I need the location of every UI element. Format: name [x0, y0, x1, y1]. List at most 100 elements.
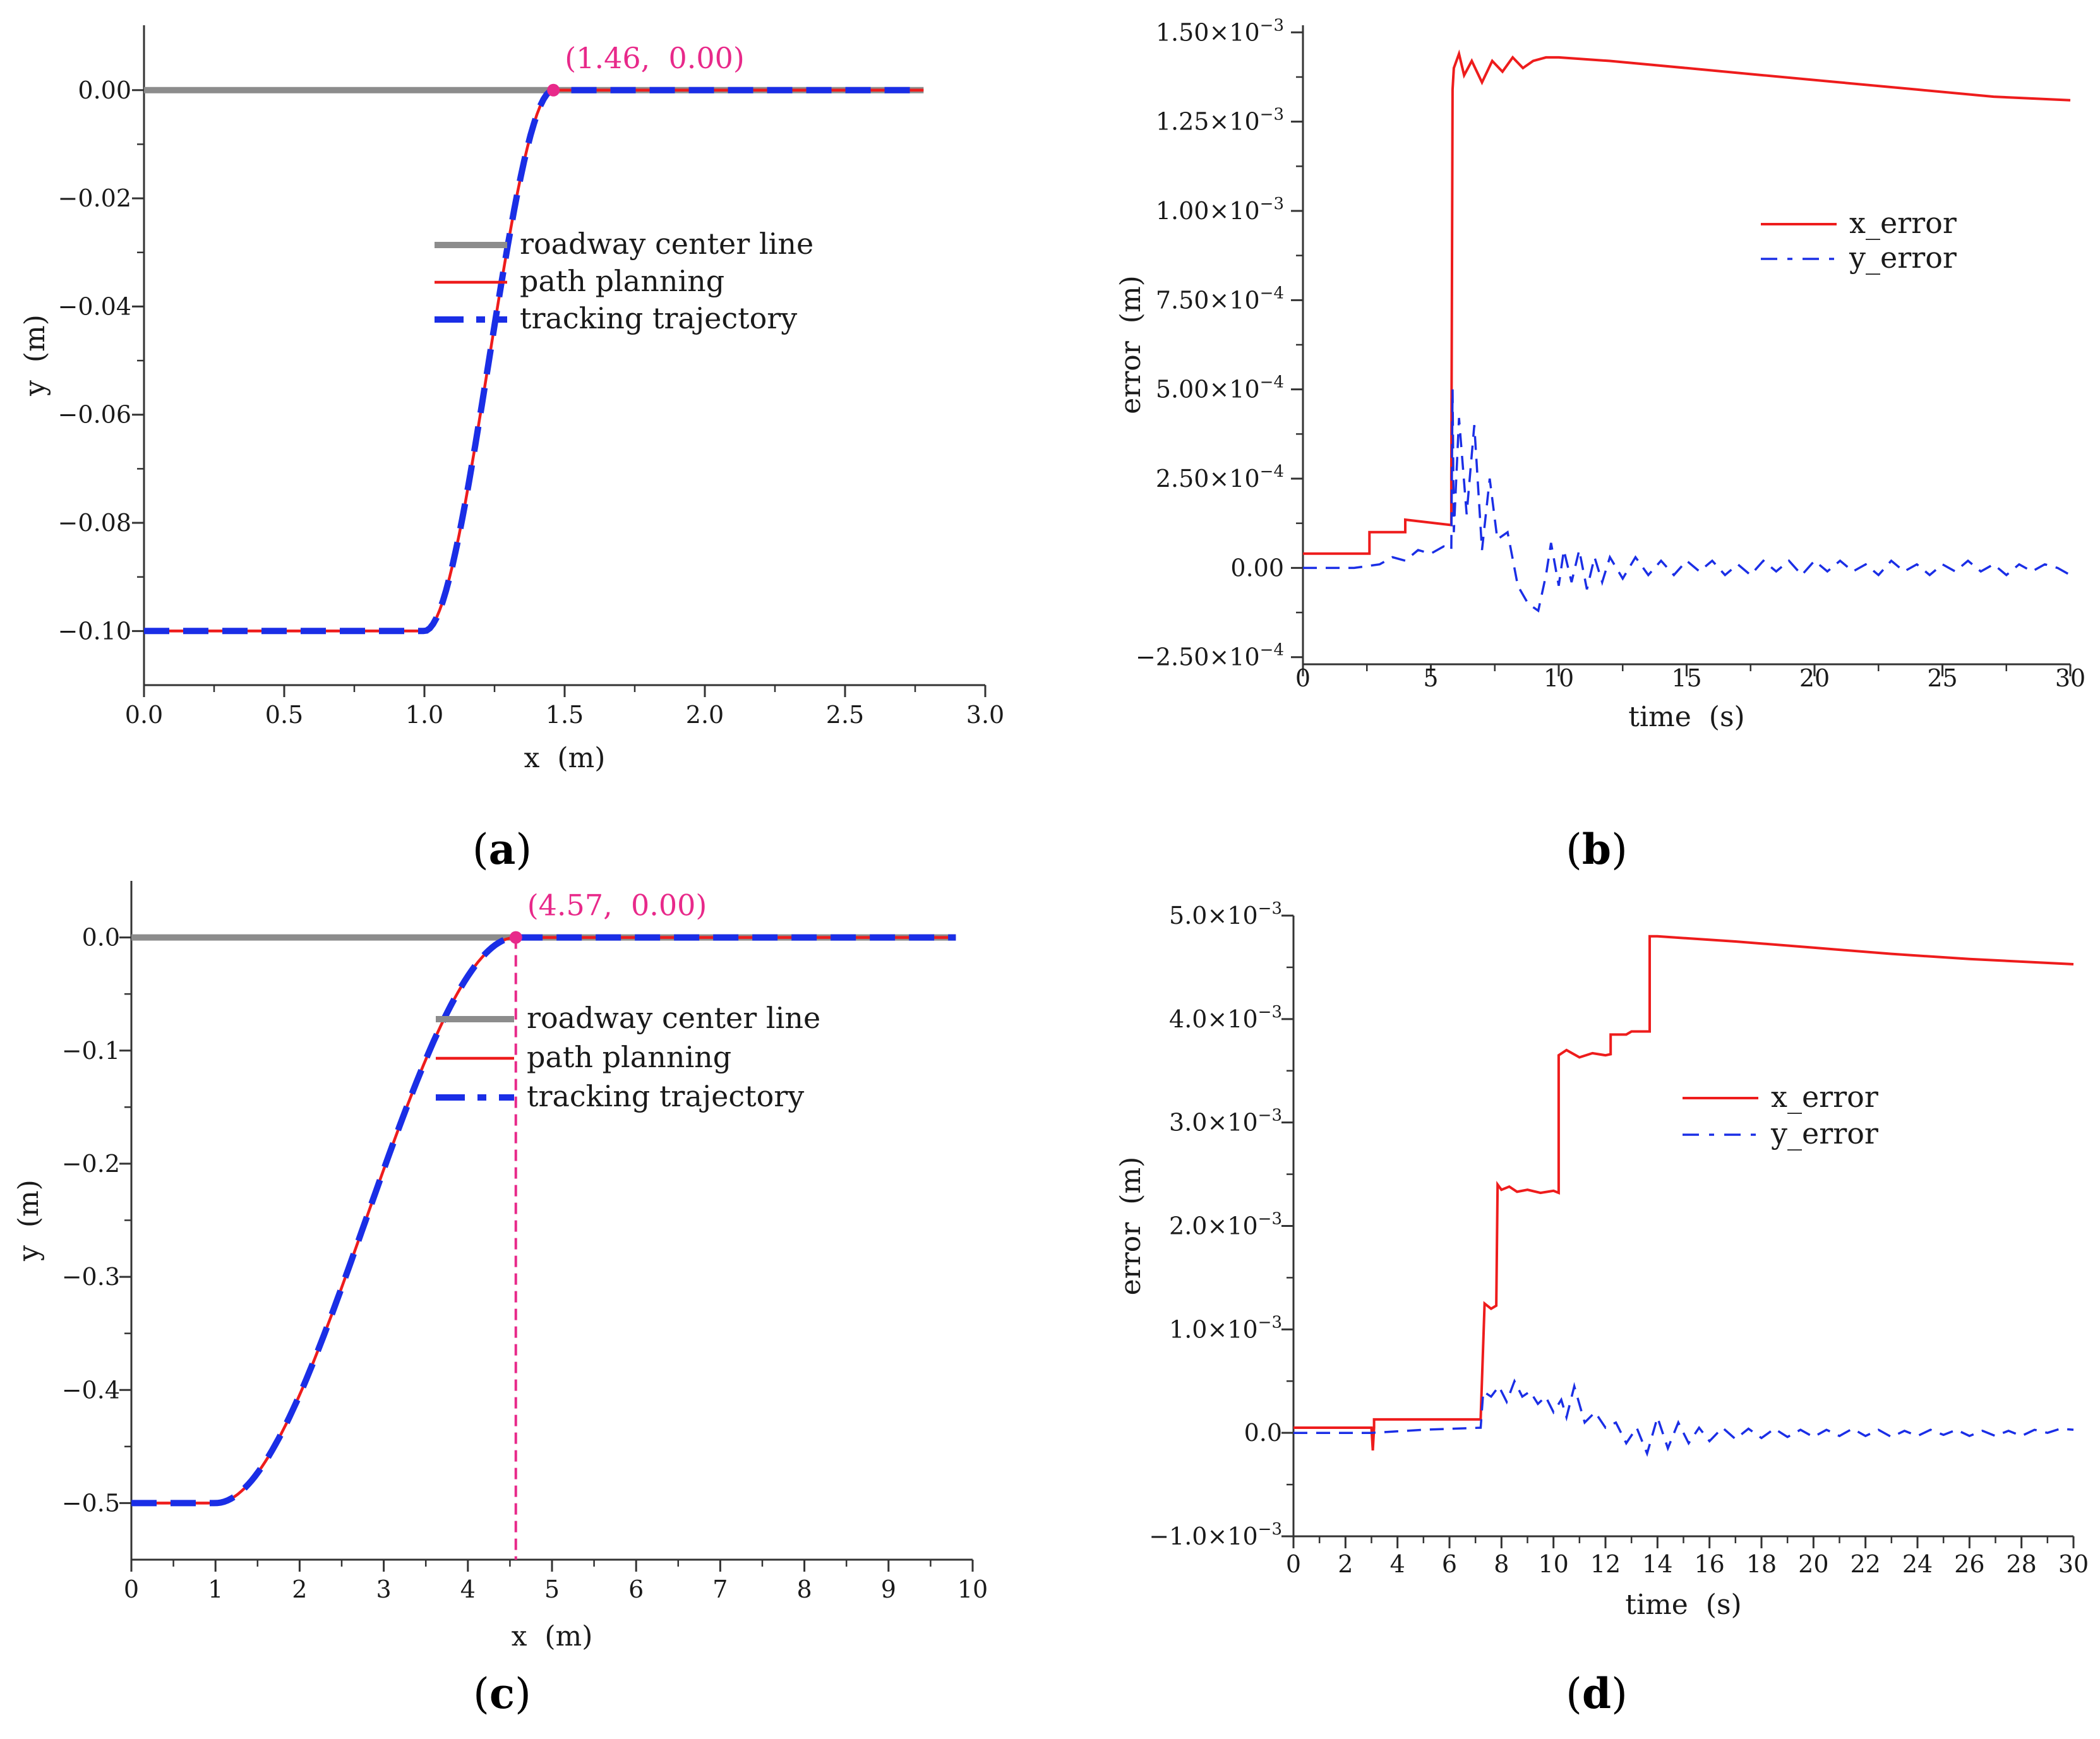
y-tick-label: −1.0×10−3 — [1149, 1520, 1282, 1550]
legend-label: roadway center line — [520, 227, 813, 261]
x-tick-label: 1.0 — [405, 701, 443, 729]
x-tick-label: 2.5 — [826, 701, 864, 729]
series-line-x-error — [1303, 49, 2071, 555]
y-tick-label: −0.02 — [58, 184, 131, 212]
x-tick-label: 18 — [1746, 1550, 1777, 1578]
chart-d: 0 2 4 6 8 10 12 14 16 18 20 22 24 26 28 30−1.0×10−30.01… — [1115, 899, 2089, 1621]
x-tick-label: 8 — [1494, 1550, 1509, 1578]
x-tick-label: 2 — [292, 1575, 307, 1603]
series-line-tracking-trajectory — [131, 934, 956, 1507]
x-tick-label: 10 — [1544, 664, 1574, 692]
y-tick-label: 0.0 — [82, 924, 120, 952]
y-tick-label: −0.4 — [62, 1376, 120, 1404]
panel-label-d: (d) — [1566, 1669, 1628, 1718]
y-tick-label: −0.04 — [58, 292, 131, 320]
y-axis-title: error (m) — [1115, 1157, 1147, 1296]
series-line-x-error — [1293, 935, 2074, 1451]
series-line-path-planning — [144, 88, 924, 633]
y-tick-label: 1.0×10−3 — [1169, 1313, 1282, 1343]
y-tick-label: 1.00×10−3 — [1156, 194, 1284, 225]
legend-label: x_error — [1771, 1080, 1878, 1114]
x-tick-label: 0.5 — [265, 701, 303, 729]
x-tick-label: 22 — [1850, 1550, 1880, 1578]
y-tick-label: −2.50×10−4 — [1136, 641, 1284, 671]
x-tick-label: 26 — [1954, 1550, 1984, 1578]
series-line-tracking-trajectory — [144, 87, 924, 635]
legend-label: tracking trajectory — [520, 301, 797, 335]
x-tick-label: 9 — [881, 1575, 896, 1603]
chart-b: 0 5 10 15 20 25 30 −2.50×10−4 0.00 2.50×10−4 5.00×… — [1115, 16, 2085, 733]
x-tick-label: 3 — [376, 1575, 392, 1603]
x-tick-label: 16 — [1694, 1550, 1724, 1578]
legend-label: y_error — [1770, 1116, 1878, 1150]
x-tick-label: 1 — [208, 1575, 223, 1603]
x-tick-label: 30 — [2058, 1550, 2089, 1578]
legend: roadway center line path planning tracking… — [436, 1001, 820, 1113]
panel-label-a: (a) — [472, 825, 532, 874]
panel-label-c: (c) — [473, 1669, 531, 1718]
x-tick-label: 0 — [1286, 1550, 1301, 1578]
x-tick-label: 6 — [1442, 1550, 1457, 1578]
y-tick-label: −0.06 — [58, 401, 131, 429]
x-tick-label: 7 — [712, 1575, 728, 1603]
y-tick-label: 2.0×10−3 — [1169, 1210, 1282, 1240]
y-tick-label: 0.0 — [1244, 1419, 1282, 1447]
chart-a: 0.0 0.5 1.0 1.5 2.0 2.5 3.0 0.00 −0.02 −0.04 −0.06… — [19, 25, 1004, 774]
y-axis-title: error (m) — [1115, 275, 1147, 414]
legend-label: path planning — [520, 264, 724, 298]
x-tick-label: 5 — [1423, 664, 1438, 692]
x-tick-label: 20 — [1798, 1550, 1828, 1578]
x-tick-label: 15 — [1671, 664, 1701, 692]
x-tick-label: 2.0 — [686, 701, 724, 729]
x-tick-label: 24 — [1902, 1550, 1933, 1578]
y-tick-label: −0.2 — [62, 1150, 120, 1178]
x-tick-label: 4 — [1390, 1550, 1405, 1578]
y-tick-label: 7.50×10−4 — [1156, 284, 1284, 314]
x-axis-title: x (m) — [512, 1620, 593, 1652]
x-axis-title: x (m) — [524, 742, 606, 774]
x-tick-label: 25 — [1927, 664, 1957, 692]
y-tick-label: 5.0×10−3 — [1169, 899, 1282, 929]
x-tick-label: 8 — [797, 1575, 812, 1603]
annotation-label: (1.46, 0.00) — [565, 41, 745, 75]
legend-label: y_error — [1849, 241, 1957, 275]
chart-c: 0 1 2 3 4 5 6 7 8 9 10 0.0 −0.1 −0.2 −0.3 −0.4 −0.5 x (m)… — [13, 881, 988, 1652]
annotation-point — [509, 931, 522, 944]
x-axis-title: time (s) — [1628, 701, 1744, 733]
legend-label: path planning — [527, 1040, 731, 1074]
y-tick-label: −0.08 — [58, 509, 131, 537]
x-tick-label: 10 — [957, 1575, 988, 1603]
legend-label: x_error — [1849, 206, 1957, 240]
y-tick-label: 2.50×10−4 — [1156, 462, 1284, 493]
y-tick-label: 0.00 — [78, 76, 131, 104]
x-tick-label: 5 — [544, 1575, 560, 1603]
x-tick-label: 1.5 — [546, 701, 584, 729]
x-tick-label: 6 — [628, 1575, 644, 1603]
x-tick-label: 2 — [1338, 1550, 1353, 1578]
annotation-point — [547, 83, 560, 97]
x-tick-label: 0.0 — [125, 701, 163, 729]
legend-label: tracking trajectory — [527, 1079, 804, 1113]
x-tick-label: 0 — [1295, 664, 1311, 692]
series-line-y-error — [1293, 1378, 2074, 1457]
y-axis-title: y (m) — [19, 314, 51, 397]
y-tick-label: 4.0×10−3 — [1169, 1003, 1282, 1033]
y-axis-title: y (m) — [13, 1180, 45, 1262]
y-tick-label: −0.3 — [62, 1263, 120, 1291]
x-tick-label: 10 — [1538, 1550, 1568, 1578]
y-tick-label: −0.10 — [58, 617, 131, 645]
x-tick-label: 30 — [2055, 664, 2085, 692]
x-tick-label: 28 — [2006, 1550, 2036, 1578]
y-tick-label: −0.1 — [62, 1037, 120, 1065]
x-tick-label: 20 — [1799, 664, 1830, 692]
series-line-y-error — [1303, 389, 2071, 613]
y-tick-label: 0.00 — [1230, 554, 1284, 582]
x-tick-label: 0 — [124, 1575, 139, 1603]
y-tick-label: −0.5 — [62, 1489, 120, 1517]
y-tick-label: 5.00×10−4 — [1156, 373, 1284, 403]
x-tick-label: 4 — [460, 1575, 476, 1603]
legend-label: roadway center line — [527, 1001, 820, 1035]
